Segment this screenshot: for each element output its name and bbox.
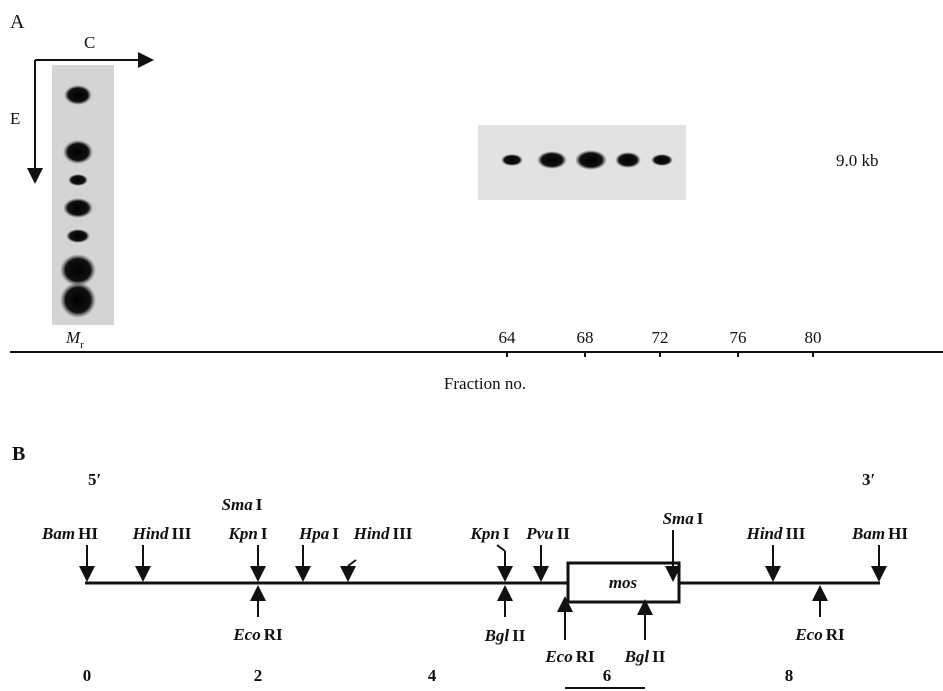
gel-fractions	[478, 125, 686, 200]
marker-label: Mr	[65, 328, 84, 351]
axis-label: C	[84, 33, 95, 52]
site-arrow	[348, 560, 356, 566]
scale-label: 8	[785, 666, 794, 685]
scale-label: 4	[428, 666, 437, 685]
axis-title: Fraction no.	[444, 374, 526, 393]
scale-label: 0	[83, 666, 92, 685]
gel-marker	[52, 65, 114, 325]
tick-label: 80	[805, 328, 822, 347]
tick-label: 72	[652, 328, 669, 347]
end-label: 3′	[862, 470, 875, 489]
scale-label: 2	[254, 666, 263, 685]
tick-label: 68	[577, 328, 594, 347]
tick-label: 76	[730, 328, 747, 347]
axis-label: E	[10, 109, 20, 128]
panel-label: B	[12, 443, 25, 465]
figure: A C E 9.0 kb Mr 6468727680 Fraction no. …	[0, 0, 943, 691]
scale-label: 6	[603, 666, 612, 685]
site-arrow	[497, 545, 505, 551]
end-label: 5′	[88, 470, 101, 489]
band-label: 9.0 kb	[836, 151, 879, 170]
tick-label: 64	[499, 328, 517, 347]
panel-label: A	[10, 11, 25, 33]
gene-label: mos	[609, 573, 638, 592]
